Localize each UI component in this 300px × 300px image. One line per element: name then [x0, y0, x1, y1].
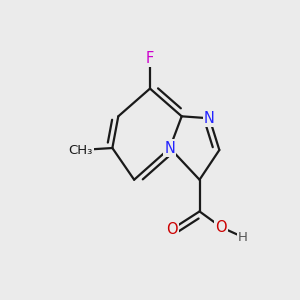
Text: N: N — [164, 140, 175, 155]
Text: CH₃: CH₃ — [68, 143, 93, 157]
Text: O: O — [166, 222, 178, 237]
Text: H: H — [238, 231, 248, 244]
Text: F: F — [146, 51, 154, 66]
Text: O: O — [215, 220, 227, 235]
Text: N: N — [204, 111, 215, 126]
